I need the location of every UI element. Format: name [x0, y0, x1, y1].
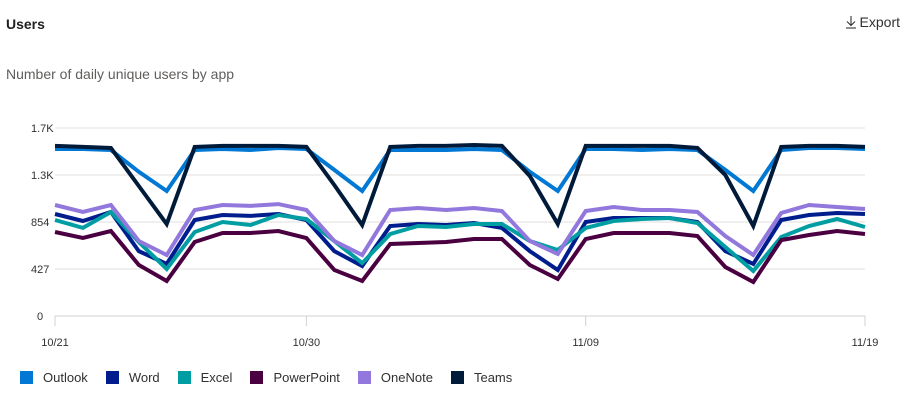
x-tick-label: 11/09	[572, 337, 599, 349]
series-line-powerpoint[interactable]	[54, 228, 866, 285]
y-tick-label: 0	[37, 311, 43, 323]
legend-label: Excel	[200, 370, 233, 385]
legend-swatch-icon	[450, 371, 464, 384]
export-label: Export	[859, 14, 900, 30]
y-axis-labels: 0 427 854 1.3K 1.7K	[31, 123, 54, 323]
series-line-teams[interactable]	[54, 142, 866, 231]
legend-item-word[interactable]: Word	[105, 370, 160, 385]
y-tick-label: 1.7K	[31, 123, 54, 135]
series-line-excel[interactable]	[54, 209, 866, 274]
chart-subtitle: Number of daily unique users by app	[6, 66, 235, 82]
x-axis: 10/21 10/30 11/09 11/19	[41, 316, 878, 349]
legend-label: Teams	[473, 370, 513, 385]
chart-series	[54, 142, 866, 285]
legend-label: PowerPoint	[273, 370, 340, 385]
x-tick-label: 10/21	[41, 337, 69, 349]
legend-swatch-icon	[357, 371, 371, 384]
legend-item-onenote[interactable]: OneNote	[357, 370, 433, 385]
legend-swatch-icon	[250, 371, 264, 384]
y-tick-label: 1.3K	[31, 170, 54, 182]
legend-swatch-icon	[20, 371, 33, 384]
legend-swatch-icon	[105, 371, 119, 384]
legend-swatch-icon	[177, 371, 191, 384]
series-line-onenote[interactable]	[54, 202, 866, 258]
legend-item-excel[interactable]: Excel	[177, 370, 233, 385]
download-arrow-icon	[845, 15, 857, 29]
chart-legend: Outlook Word Excel PowerPoint OneNote Te…	[20, 370, 512, 385]
line-chart: 0 427 854 1.3K 1.7K 10/21 10/30 11/09 11/19	[31, 123, 878, 349]
export-button[interactable]: Export	[845, 14, 900, 30]
x-tick-label: 11/19	[852, 337, 879, 349]
legend-item-powerpoint[interactable]: PowerPoint	[250, 370, 340, 385]
legend-label: Word	[128, 370, 160, 385]
legend-item-teams[interactable]: Teams	[450, 370, 513, 385]
legend-item-outlook[interactable]: Outlook	[20, 370, 88, 385]
panel-title: Users	[6, 16, 45, 32]
x-tick-label: 10/30	[293, 337, 321, 349]
legend-label: Outlook	[43, 370, 88, 385]
legend-label: OneNote	[380, 370, 433, 385]
y-tick-label: 427	[31, 264, 49, 276]
y-tick-label: 854	[31, 217, 49, 229]
series-line-outlook[interactable]	[55, 145, 866, 194]
